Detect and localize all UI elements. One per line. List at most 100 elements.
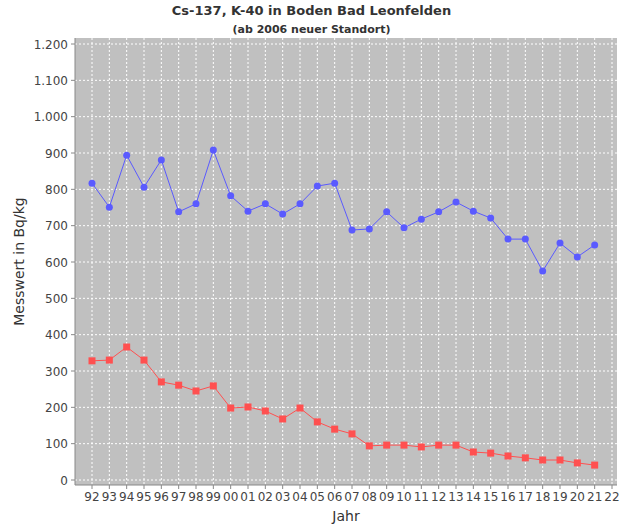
data-point	[574, 253, 581, 260]
data-point	[349, 227, 356, 234]
tick-mark	[560, 485, 561, 489]
data-point	[366, 442, 373, 449]
tick-label: 99	[206, 490, 221, 504]
data-point	[383, 442, 390, 449]
grid-line	[75, 334, 617, 335]
title: Cs-137, K-40 in Boden Bad Leonfelden	[172, 3, 451, 18]
subtitle: (ab 2006 neuer Standort)	[232, 23, 390, 36]
grid-line	[75, 480, 617, 481]
data-point	[435, 442, 442, 449]
tick-label: 92	[84, 490, 99, 504]
tick-mark	[508, 485, 509, 489]
tick-mark	[473, 485, 474, 489]
tick-label: 18	[535, 490, 550, 504]
tick-mark	[213, 485, 214, 489]
grid-line	[265, 38, 266, 485]
tick-label: 93	[102, 490, 117, 504]
data-point	[193, 387, 200, 394]
data-point	[401, 224, 408, 231]
series-line	[92, 150, 595, 271]
tick-mark	[352, 485, 353, 489]
tick-label: 15	[483, 490, 498, 504]
grid-line	[508, 38, 509, 485]
tick-label: 17	[518, 490, 533, 504]
data-point	[106, 357, 113, 364]
grid-line	[161, 38, 162, 485]
data-point	[349, 430, 356, 437]
data-point	[175, 208, 182, 215]
data-point	[574, 459, 581, 466]
data-point	[539, 457, 546, 464]
tick-mark	[92, 485, 93, 489]
x-axis-label: Jahr	[331, 508, 360, 524]
data-point	[418, 443, 425, 450]
grid-line	[438, 38, 439, 485]
grid-line	[456, 38, 457, 485]
tick-label: 05	[310, 490, 325, 504]
data-point	[470, 208, 477, 215]
data-point	[401, 442, 408, 449]
tick-label: 400	[45, 328, 68, 342]
grid-line	[352, 38, 353, 485]
data-point	[314, 418, 321, 425]
tick-label: 800	[45, 183, 68, 197]
grid-line	[144, 38, 145, 485]
grid-line	[300, 38, 301, 485]
tick-label: 98	[188, 490, 203, 504]
grid-line	[75, 443, 617, 444]
grid-line	[92, 38, 93, 485]
grid-line	[334, 38, 335, 485]
series-line	[92, 347, 595, 465]
data-point	[522, 454, 529, 461]
tick-label: 500	[45, 292, 68, 306]
tick-mark	[386, 485, 387, 489]
tick-mark	[71, 334, 75, 335]
tick-label: 19	[552, 490, 567, 504]
plot-marks	[89, 147, 599, 469]
data-point	[245, 208, 252, 215]
grid-line	[386, 38, 387, 485]
tick-label: 95	[136, 490, 151, 504]
tick-label: 13	[448, 490, 463, 504]
tick-mark	[144, 485, 145, 489]
grid-line	[421, 38, 422, 485]
data-point	[453, 442, 460, 449]
tick-mark	[71, 225, 75, 226]
tick-label: 01	[240, 490, 255, 504]
grid-line	[473, 38, 474, 485]
tick-label: 12	[431, 490, 446, 504]
tick-mark	[71, 443, 75, 444]
grid-line	[75, 407, 617, 408]
plot-area	[75, 38, 617, 485]
data-point	[106, 204, 113, 211]
tick-label: 97	[171, 490, 186, 504]
tick-label: 04	[292, 490, 307, 504]
x-axis	[75, 485, 617, 486]
tick-label: 300	[45, 365, 68, 379]
tick-mark	[71, 480, 75, 481]
data-point	[470, 449, 477, 456]
tick-mark	[71, 189, 75, 190]
tick-mark	[161, 485, 162, 489]
data-point	[175, 382, 182, 389]
tick-label: 100	[45, 437, 68, 451]
data-point	[89, 180, 96, 187]
data-point	[539, 268, 546, 275]
tick-mark	[71, 298, 75, 299]
grid-line	[369, 38, 370, 485]
grid-line	[75, 298, 617, 299]
data-point	[141, 184, 148, 191]
data-point	[383, 208, 390, 215]
grid-line	[75, 371, 617, 372]
grid-line	[213, 38, 214, 485]
chart: Cs-137, K-40 in Boden Bad Leonfelden (ab …	[0, 0, 623, 530]
tick-label: 600	[45, 256, 68, 270]
tick-label: 94	[119, 490, 134, 504]
tick-label: 02	[258, 490, 273, 504]
data-point	[453, 199, 460, 206]
data-point	[435, 208, 442, 215]
tick-label: 1.000	[34, 110, 68, 124]
tick-label: 1.200	[34, 38, 68, 52]
tick-label: 00	[223, 490, 238, 504]
tick-label: 900	[45, 147, 68, 161]
